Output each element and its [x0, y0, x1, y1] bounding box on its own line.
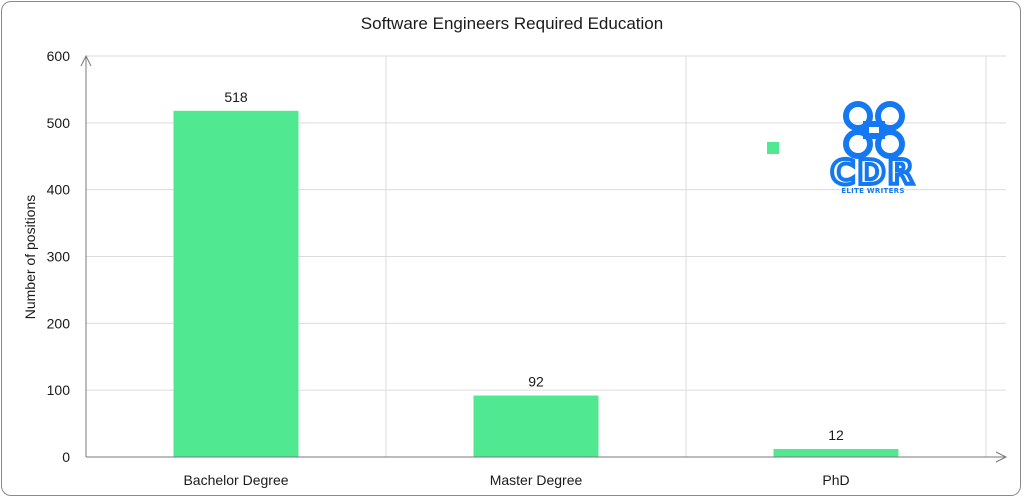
- cdr-logo: CDR ELITE WRITERS: [828, 101, 916, 195]
- logo-subtext: ELITE WRITERS: [841, 187, 904, 195]
- bars: [173, 110, 899, 457]
- x-tick-label: PhD: [822, 472, 849, 488]
- bar: [173, 110, 299, 457]
- y-tick-label: 0: [62, 449, 70, 465]
- chart-title: Software Engineers Required Education: [361, 14, 663, 33]
- x-tick-label: Bachelor Degree: [183, 472, 288, 488]
- y-tick-label: 600: [47, 48, 71, 64]
- data-label: 12: [828, 427, 844, 443]
- y-tick-label: 300: [47, 249, 71, 265]
- y-tick-label: 100: [47, 382, 71, 398]
- bar: [773, 448, 899, 457]
- logo-text: CDR: [830, 153, 915, 193]
- bar: [473, 395, 599, 457]
- data-label: 92: [528, 374, 544, 390]
- x-axis-arrow: [995, 451, 1008, 463]
- y-tick-label: 400: [47, 182, 71, 198]
- y-tick-label: 200: [47, 315, 71, 331]
- axes: [80, 54, 1008, 463]
- data-label: 518: [224, 89, 248, 105]
- command-icon: [843, 101, 905, 159]
- labels: 0 100 200 300 400 500 600 518 Bachelor Degree 92 M…: [47, 48, 850, 488]
- y-axis-arrow: [80, 54, 92, 67]
- legend-marker: [767, 142, 779, 154]
- x-tick-label: Master Degree: [490, 472, 583, 488]
- y-tick-label: 500: [47, 115, 71, 131]
- y-axis-label: Number of positions: [22, 195, 38, 320]
